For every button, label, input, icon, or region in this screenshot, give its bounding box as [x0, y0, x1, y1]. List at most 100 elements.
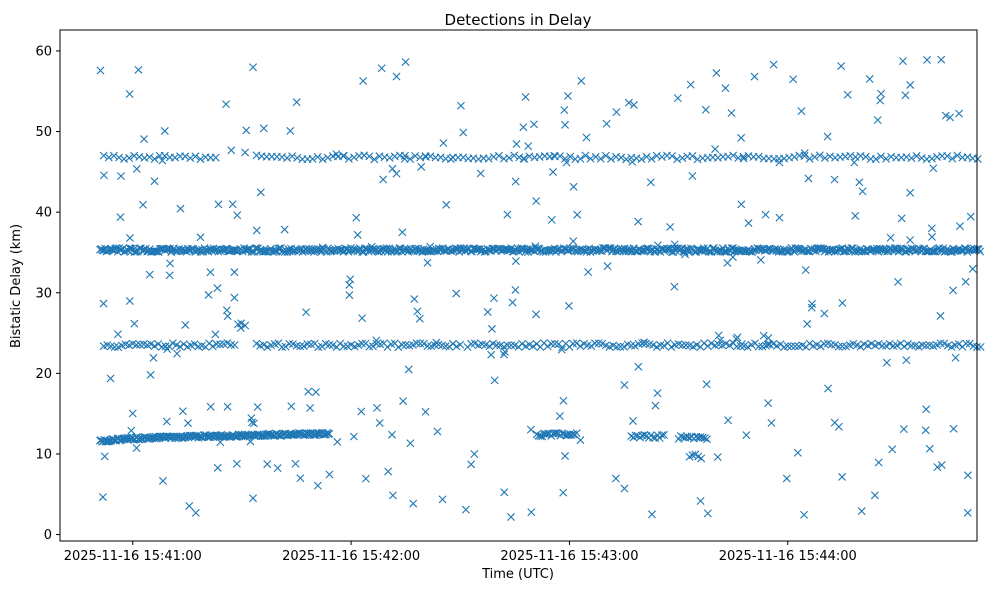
- data-point: [561, 452, 570, 461]
- data-point: [258, 431, 267, 440]
- data-point: [385, 153, 394, 162]
- data-point: [562, 158, 571, 167]
- data-point: [668, 152, 677, 161]
- data-point: [339, 342, 348, 351]
- plot-frame: [59, 29, 978, 542]
- data-point: [483, 308, 492, 317]
- data-point: [171, 153, 179, 162]
- data-point: [678, 341, 687, 350]
- data-point: [384, 467, 393, 476]
- data-point: [843, 90, 852, 99]
- chart-title: Detections in Delay: [445, 11, 592, 29]
- data-point: [698, 433, 707, 442]
- data-point: [350, 153, 359, 162]
- data-point: [467, 460, 476, 469]
- data-point: [670, 282, 679, 291]
- data-point: [712, 69, 721, 78]
- data-point: [628, 417, 637, 425]
- data-point: [974, 245, 983, 254]
- data-point: [423, 341, 432, 350]
- data-point: [510, 151, 519, 160]
- data-point: [576, 342, 585, 351]
- data-point: [976, 342, 985, 351]
- data-point: [596, 154, 605, 163]
- data-point: [688, 172, 697, 181]
- data-point: [815, 151, 824, 160]
- data-point: [921, 247, 930, 256]
- data-point: [804, 174, 813, 183]
- data-point: [204, 290, 213, 299]
- data-point: [566, 152, 575, 161]
- data-point: [820, 153, 829, 162]
- data-point: [134, 65, 143, 74]
- data-point: [318, 155, 327, 164]
- data-point: [344, 154, 353, 163]
- data-point: [296, 474, 305, 483]
- data-point: [591, 152, 600, 161]
- data-point: [158, 156, 167, 165]
- data-point: [702, 380, 711, 389]
- data-point: [858, 246, 867, 255]
- data-point: [109, 151, 118, 160]
- data-point: [612, 342, 621, 351]
- data-point: [946, 113, 955, 122]
- data-point: [857, 507, 866, 516]
- data-point: [519, 123, 528, 132]
- data-point: [856, 151, 865, 160]
- data-point: [130, 151, 139, 160]
- data-point: [922, 405, 931, 414]
- data-point: [820, 309, 829, 318]
- data-point: [907, 154, 916, 163]
- data-point: [856, 342, 865, 351]
- data-point: [406, 439, 415, 448]
- y-tick-label: 60: [35, 44, 52, 59]
- data-point: [423, 258, 432, 267]
- data-point: [733, 333, 742, 342]
- data-point: [642, 152, 651, 161]
- data-point: [139, 200, 147, 209]
- data-point: [737, 340, 746, 349]
- data-point: [963, 153, 972, 162]
- data-point: [802, 247, 811, 256]
- data-point: [870, 491, 879, 500]
- data-point: [707, 339, 716, 348]
- data-point: [152, 247, 161, 256]
- data-point: [232, 459, 241, 468]
- data-point: [216, 438, 225, 447]
- data-point: [150, 155, 159, 164]
- data-point: [699, 244, 708, 253]
- data-point: [99, 299, 108, 308]
- data-point: [132, 340, 141, 349]
- data-point: [470, 339, 479, 348]
- data-point: [388, 164, 397, 173]
- data-point: [178, 407, 187, 416]
- data-point: [882, 358, 891, 367]
- data-point: [968, 264, 977, 273]
- data-point: [684, 245, 693, 254]
- data-point: [899, 425, 908, 434]
- data-point: [469, 154, 478, 163]
- data-point: [573, 210, 582, 219]
- data-point: [177, 433, 186, 442]
- data-point: [686, 80, 695, 89]
- data-point: [364, 247, 373, 256]
- data-point: [484, 154, 493, 163]
- data-point: [703, 342, 712, 351]
- data-point: [336, 339, 345, 348]
- data-point: [252, 151, 261, 160]
- data-point: [185, 502, 194, 511]
- data-point: [459, 153, 468, 162]
- data-point: [810, 153, 819, 162]
- data-point: [943, 152, 952, 161]
- data-point: [880, 247, 889, 256]
- data-point: [529, 120, 538, 129]
- data-point: [647, 510, 656, 519]
- data-point: [146, 370, 155, 379]
- data-point: [701, 105, 710, 114]
- data-point: [577, 76, 586, 85]
- data-point: [116, 213, 125, 222]
- data-point: [146, 340, 155, 349]
- data-point: [873, 116, 882, 125]
- data-point: [937, 55, 946, 64]
- data-point: [858, 187, 867, 196]
